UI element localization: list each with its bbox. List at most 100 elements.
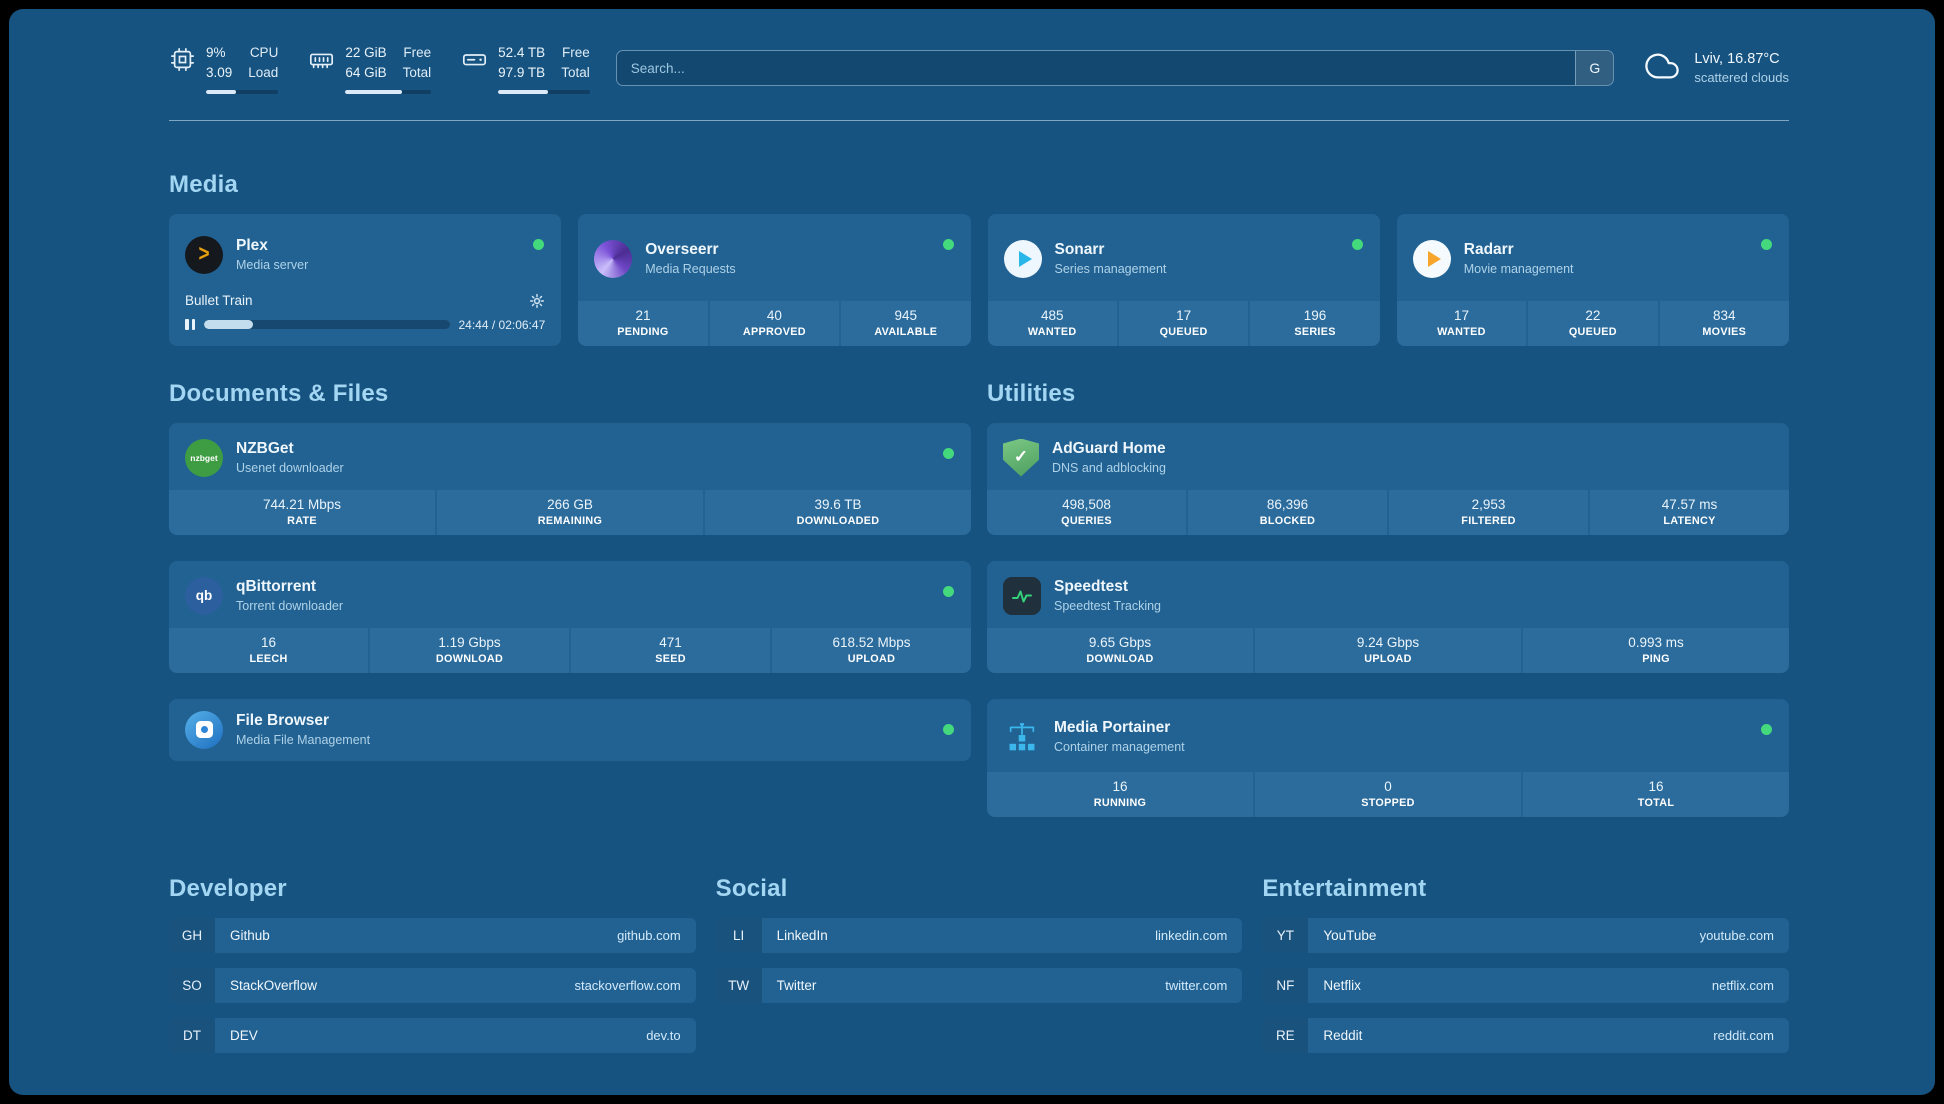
status-dot bbox=[533, 238, 545, 250]
card-radarr[interactable]: Radarr Movie management 17 WANTED 22 QUEUE… bbox=[1396, 213, 1789, 346]
bookmark-dev[interactable]: DT DEV dev.to bbox=[169, 1017, 696, 1053]
card-speedtest[interactable]: Speedtest Speedtest Tracking 9.65 Gbps DO… bbox=[987, 560, 1789, 673]
card-qbittorrent[interactable]: qb qBittorrent Torrent downloader 16 LEEC… bbox=[169, 560, 971, 673]
memory-free-label: Free bbox=[403, 45, 432, 60]
disk-free-label: Free bbox=[561, 45, 590, 60]
status-dot bbox=[942, 238, 954, 250]
bookmark-group-social: Social LI LinkedIn linkedin.com TW Twitt… bbox=[715, 875, 1243, 1053]
cpu-load-label: Load bbox=[248, 65, 279, 81]
stat-queued: 17 QUEUED bbox=[1118, 300, 1249, 346]
stat-label: MOVIES bbox=[1702, 325, 1747, 338]
bookmark-github[interactable]: GH Github github.com bbox=[169, 917, 696, 953]
stat-label: DOWNLOAD bbox=[435, 652, 504, 665]
bookmark-url: reddit.com bbox=[1713, 1027, 1774, 1043]
card-filebrowser[interactable]: File Browser Media File Management bbox=[169, 698, 971, 761]
stat-value: 47.57 ms bbox=[1661, 496, 1718, 512]
bookmark-youtube[interactable]: YT YouTube youtube.com bbox=[1262, 917, 1789, 953]
card-title: AdGuard Home bbox=[1052, 440, 1166, 457]
stat-value: 0.993 ms bbox=[1628, 634, 1684, 650]
stat-label: PENDING bbox=[617, 325, 669, 338]
stat-series: 196 SERIES bbox=[1250, 300, 1380, 346]
stat-label: LATENCY bbox=[1663, 514, 1716, 527]
card-subtitle: Media server bbox=[236, 258, 309, 272]
stat-label: TOTAL bbox=[1637, 796, 1675, 809]
stat-value: 834 bbox=[1713, 307, 1736, 323]
nzbget-icon: nzbget bbox=[185, 438, 223, 477]
disk-widget: 52.4 TB 97.9 TB Free Total bbox=[461, 43, 590, 94]
stat-value: 1.19 Gbps bbox=[438, 634, 501, 650]
card-speedtest-titles: Speedtest Speedtest Tracking bbox=[1054, 578, 1161, 613]
bookmark-reddit[interactable]: RE Reddit reddit.com bbox=[1262, 1017, 1789, 1053]
card-title: File Browser bbox=[236, 712, 330, 729]
pause-button[interactable] bbox=[185, 319, 195, 330]
card-title: qBittorrent bbox=[236, 578, 317, 595]
card-plex[interactable]: > Plex Media server Bullet Train bbox=[169, 213, 562, 346]
disk-total-label: Total bbox=[561, 65, 590, 81]
cpu-progress-fill bbox=[206, 89, 237, 94]
stat-value: 9.24 Gbps bbox=[1356, 634, 1420, 650]
bookmark-netflix[interactable]: NF Netflix netflix.com bbox=[1262, 967, 1789, 1003]
memory-readout: 22 GiB 64 GiB Free Total bbox=[345, 43, 432, 94]
cpu-load-value: 3.09 bbox=[206, 65, 233, 81]
bookmark-name: DEV bbox=[230, 1027, 258, 1043]
search-bar: G bbox=[615, 50, 1615, 87]
stat-value: 86,396 bbox=[1266, 496, 1309, 512]
stat-label: RUNNING bbox=[1093, 796, 1147, 809]
bookmark-name: StackOverflow bbox=[230, 977, 318, 993]
card-subtitle: Movie management bbox=[1463, 262, 1574, 276]
stat-available: 945 AVAILABLE bbox=[841, 300, 971, 346]
card-sonarr[interactable]: Sonarr Series management 485 WANTED 17 QUE… bbox=[987, 213, 1380, 346]
bookmark-name: YouTube bbox=[1323, 927, 1377, 943]
card-overseerr[interactable]: Overseerr Media Requests 21 PENDING 40 APP… bbox=[578, 213, 971, 346]
section-title-media: Media bbox=[169, 170, 239, 198]
stat-download: 1.19 Gbps DOWNLOAD bbox=[370, 627, 569, 673]
stat-value: 266 GB bbox=[547, 496, 593, 512]
adguard-icon: ✓ bbox=[1003, 438, 1039, 477]
stat-queries: 498,508 QUERIES bbox=[987, 489, 1186, 535]
stat-label: QUEUED bbox=[1568, 325, 1617, 338]
cloud-icon bbox=[1642, 49, 1682, 88]
stat-label: APPROVED bbox=[742, 325, 806, 338]
card-adguard[interactable]: ✓ AdGuard Home DNS and adblocking 498,50… bbox=[987, 422, 1789, 535]
bookmark-abbr: DT bbox=[169, 1017, 215, 1053]
card-title: Plex bbox=[236, 237, 268, 254]
stat-pending: 21 PENDING bbox=[578, 300, 708, 346]
stat-value: 485 bbox=[1040, 307, 1064, 323]
bookmark-name: Reddit bbox=[1323, 1027, 1363, 1043]
bookmark-stackoverflow[interactable]: SO StackOverflow stackoverflow.com bbox=[169, 967, 696, 1003]
bookmark-url: github.com bbox=[617, 927, 681, 943]
card-subtitle: Usenet downloader bbox=[236, 461, 344, 475]
weather-text: Lviv, 16.87°C scattered clouds bbox=[1694, 51, 1789, 85]
search-provider-button[interactable]: G bbox=[1575, 51, 1614, 86]
bookmark-linkedin[interactable]: LI LinkedIn linkedin.com bbox=[715, 917, 1243, 953]
section-utilities: Utilities ✓ AdGuard Home DNS and adblock… bbox=[987, 380, 1789, 817]
plex-progressbar bbox=[204, 320, 450, 329]
stat-value: 744.21 Mbps bbox=[262, 496, 342, 512]
stat-label: WANTED bbox=[1437, 325, 1486, 338]
search-input[interactable] bbox=[616, 51, 1576, 86]
card-subtitle: Media File Management bbox=[236, 733, 371, 747]
bookmark-abbr: LI bbox=[715, 917, 762, 953]
gear-icon[interactable] bbox=[529, 293, 545, 309]
card-adguard-titles: AdGuard Home DNS and adblocking bbox=[1052, 440, 1166, 475]
bookmark-name: Twitter bbox=[776, 977, 817, 993]
bookmark-url: dev.to bbox=[646, 1027, 681, 1043]
cpu-label: CPU bbox=[249, 45, 279, 60]
card-nzbget[interactable]: nzbget NZBGet Usenet downloader 744.21 M… bbox=[169, 422, 971, 535]
resource-widgets: 9% 3.09 CPU Load bbox=[169, 43, 590, 94]
stat-value: 21 bbox=[635, 307, 651, 323]
stat-label: RATE bbox=[287, 514, 317, 527]
card-portainer[interactable]: Media Portainer Container management 16 R… bbox=[987, 698, 1789, 817]
stat-label: UPLOAD bbox=[1364, 652, 1412, 665]
stat-label: SERIES bbox=[1294, 325, 1336, 338]
bookmarks-section: Developer GH Github github.com SO StackO… bbox=[169, 875, 1789, 1053]
stat-approved: 40 APPROVED bbox=[709, 300, 840, 346]
weather-location: Lviv, 16.87°C bbox=[1694, 51, 1780, 68]
stat-filtered: 2,953 FILTERED bbox=[1389, 489, 1588, 535]
bookmark-twitter[interactable]: TW Twitter twitter.com bbox=[715, 967, 1243, 1003]
bookmark-url: netflix.com bbox=[1711, 977, 1774, 993]
speedtest-icon bbox=[1003, 576, 1041, 615]
stat-rate: 744.21 Mbps RATE bbox=[169, 489, 435, 535]
section-title-developer: Developer bbox=[169, 874, 287, 902]
stat-label: DOWNLOADED bbox=[796, 514, 880, 527]
